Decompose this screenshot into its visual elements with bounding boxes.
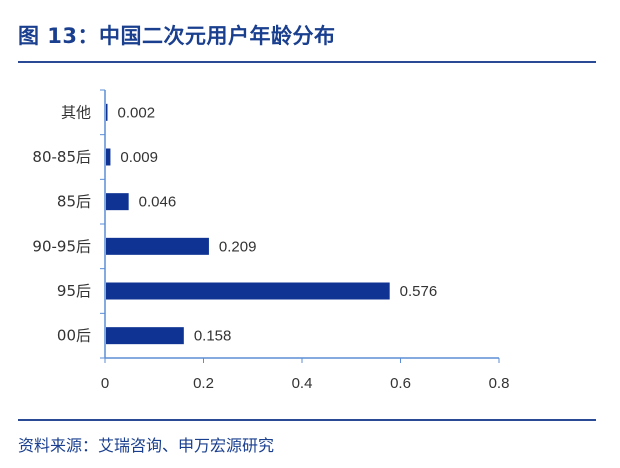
category-label: 85后 [57,193,91,211]
bar [106,103,108,121]
chart-axes: 其他 0.002 80-85后 0.009 85后 0.046 90-95后 0.209 95后… [32,89,510,392]
data-label: 0.576 [400,283,438,300]
data-label: 0.002 [118,104,156,121]
x-tick-label: 0.2 [193,375,214,392]
data-label: 0.046 [139,194,177,211]
x-tick-label: 0.4 [292,375,313,392]
x-tick-label: 0.6 [390,375,411,392]
source-note: 资料来源：艾瑞咨询、申万宏源研究 [18,436,275,455]
bar [106,193,129,211]
category-label: 90-95后 [32,237,91,255]
x-tick-label: 0 [101,375,109,392]
bar [106,327,184,345]
category-label: 95后 [57,282,91,300]
title-divider [18,61,596,63]
source-divider [18,419,596,421]
bar [106,148,111,166]
category-label: 其他 [61,103,91,121]
data-label: 0.009 [120,149,158,166]
data-label: 0.158 [194,328,232,345]
figure-title: 图 13：中国二次元用户年龄分布 [18,24,336,48]
x-tick-label: 0.8 [489,375,510,392]
bar [106,282,390,300]
category-label: 80-85后 [32,148,91,166]
bar-series [106,103,390,345]
bar [106,237,209,255]
category-label: 00后 [57,327,91,345]
data-label: 0.209 [219,238,257,255]
